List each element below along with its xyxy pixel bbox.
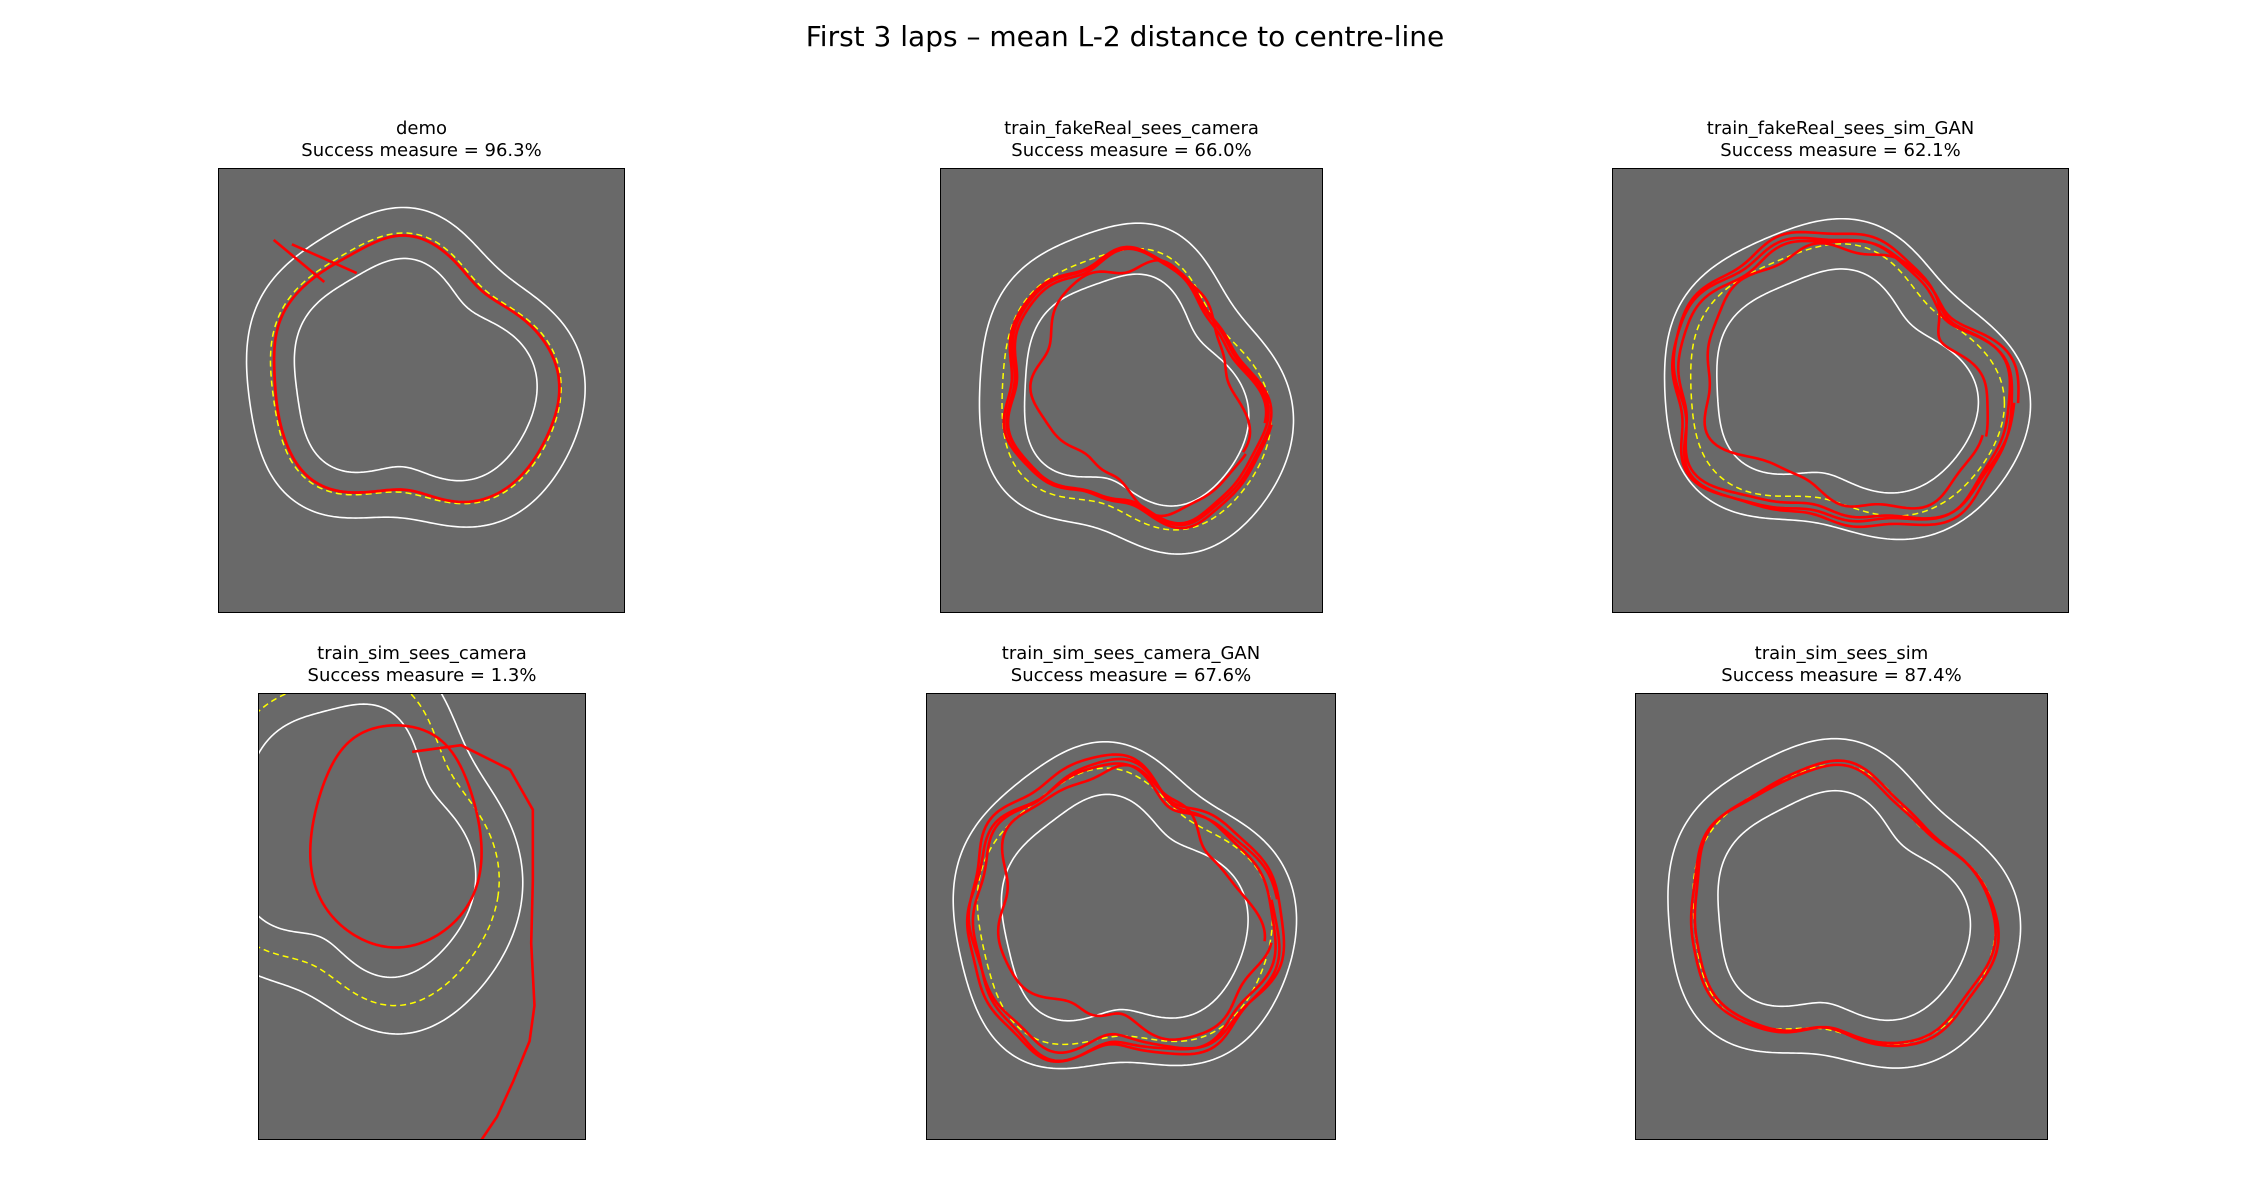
panel-title: train_sim_sees_camera_GAN bbox=[1001, 643, 1261, 664]
success-label: Success measure = 1.3% bbox=[307, 665, 537, 686]
track-inner-edge bbox=[294, 258, 537, 480]
success-label: Success measure = 67.6% bbox=[1010, 665, 1252, 686]
track-outer-edge bbox=[979, 223, 1293, 554]
panel-train-sim-sees-sim: train_sim_sees_sim Success measure = 87.… bbox=[1635, 643, 2048, 1143]
plot-svg bbox=[941, 169, 1322, 612]
panel-title: demo bbox=[395, 118, 448, 139]
panel-train-sim-sees-camera-gan: train_sim_sees_camera_GAN Success measur… bbox=[926, 643, 1336, 1143]
panel-demo: demo Success measure = 96.3% bbox=[218, 118, 625, 615]
plot-area bbox=[1635, 693, 2048, 1140]
track-inner-edge bbox=[259, 704, 476, 977]
plot-area bbox=[258, 693, 586, 1140]
track-outer-edge bbox=[259, 694, 523, 1034]
panel-train-fakereal-sees-camera: train_fakeReal_sees_camera Success measu… bbox=[940, 118, 1323, 615]
plot-area bbox=[1612, 168, 2069, 613]
centre-line bbox=[270, 233, 561, 504]
trajectory bbox=[1691, 761, 1999, 1046]
track-inner-edge bbox=[1717, 269, 1979, 493]
plot-svg bbox=[259, 694, 585, 1139]
track-inner-edge bbox=[1025, 274, 1249, 506]
track-inner-edge bbox=[1001, 794, 1248, 1020]
centre-line bbox=[1691, 244, 2005, 516]
track-group bbox=[259, 694, 534, 1139]
track-outer-edge bbox=[247, 207, 586, 527]
trajectory bbox=[967, 755, 1284, 1062]
trajectory-start-stub bbox=[274, 240, 325, 282]
plot-area bbox=[218, 168, 625, 613]
panel-title: train_sim_sees_sim bbox=[1754, 643, 1929, 664]
track-outer-edge bbox=[1668, 739, 2021, 1068]
track-group bbox=[1665, 219, 2031, 540]
success-label: Success measure = 96.3% bbox=[301, 140, 542, 161]
plot-area bbox=[940, 168, 1323, 613]
trajectory-extra bbox=[998, 765, 1271, 1040]
centre-line bbox=[259, 694, 499, 1006]
track-outer-edge bbox=[1665, 219, 2031, 540]
track-group bbox=[1668, 739, 2021, 1068]
success-label: Success measure = 87.4% bbox=[1721, 665, 1962, 686]
success-label: Success measure = 62.1% bbox=[1720, 140, 1961, 161]
panel-train-sim-sees-camera: train_sim_sees_camera Success measure = … bbox=[258, 643, 586, 1143]
trajectory bbox=[274, 235, 559, 502]
trajectory-start-stub bbox=[292, 244, 357, 273]
trajectory-exit bbox=[412, 745, 534, 1139]
track-inner-edge bbox=[1718, 791, 1970, 1021]
figure-title: First 3 laps – mean L-2 distance to cent… bbox=[805, 20, 1445, 53]
panel-train-fakereal-sees-sim-gan: train_fakeReal_sees_sim_GAN Success meas… bbox=[1612, 118, 2069, 615]
plot-svg bbox=[927, 694, 1335, 1139]
track-group bbox=[979, 223, 1293, 554]
plot-area bbox=[926, 693, 1336, 1140]
track-group bbox=[953, 742, 1296, 1069]
centre-line bbox=[1002, 249, 1271, 530]
track-group bbox=[247, 207, 586, 527]
plot-svg bbox=[1636, 694, 2047, 1139]
track-outer-edge bbox=[953, 742, 1296, 1069]
panel-title: train_fakeReal_sees_camera bbox=[1004, 118, 1259, 139]
plot-svg bbox=[219, 169, 624, 612]
trajectory-extra bbox=[1030, 260, 1250, 516]
panel-title: train_fakeReal_sees_sim_GAN bbox=[1706, 118, 1975, 139]
trajectory-extra bbox=[1705, 243, 1988, 508]
panel-title: train_sim_sees_camera bbox=[317, 643, 527, 664]
trajectory-loop bbox=[310, 725, 481, 947]
plot-svg bbox=[1613, 169, 2068, 612]
success-label: Success measure = 66.0% bbox=[1011, 140, 1252, 161]
trajectory bbox=[1672, 232, 2018, 527]
trajectory bbox=[1004, 247, 1272, 528]
